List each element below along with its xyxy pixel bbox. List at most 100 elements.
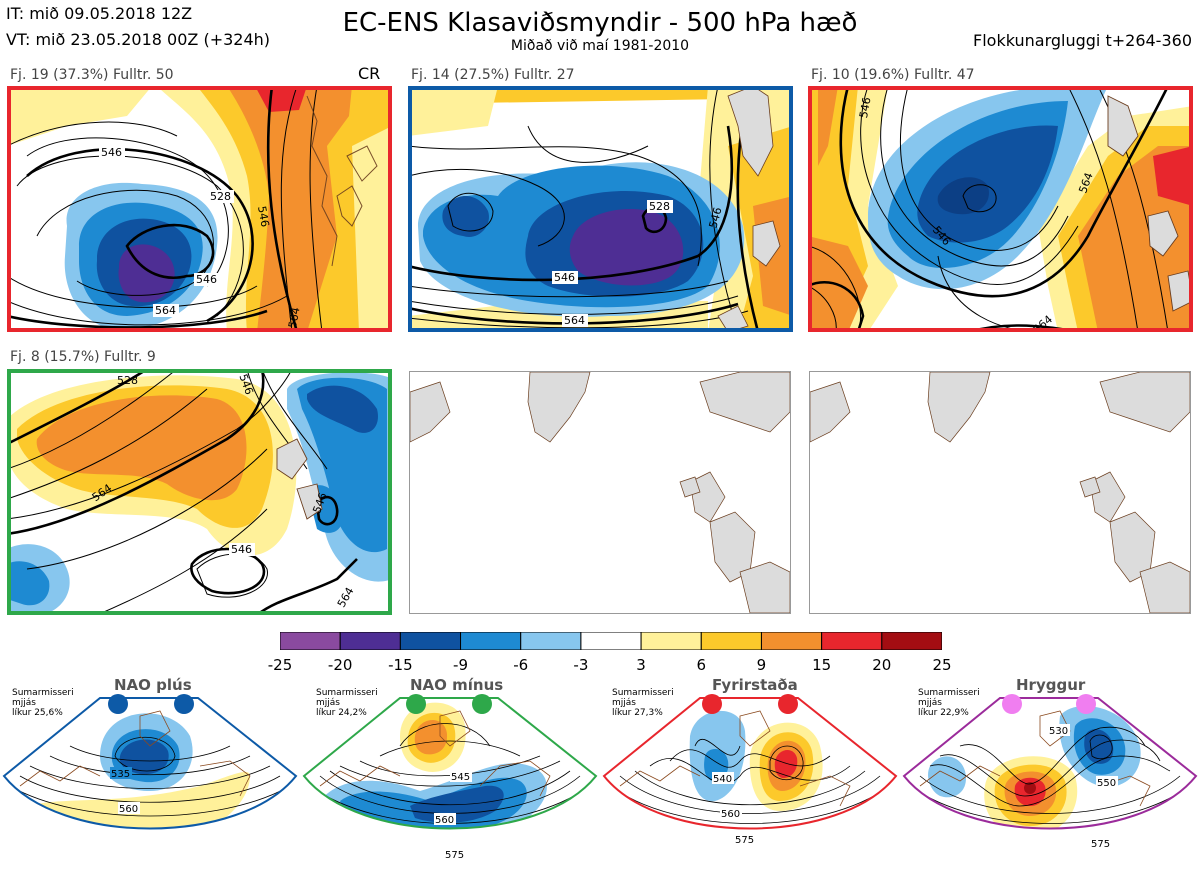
colorbar-swatch [580,631,642,651]
cluster-3-label: Fj. 10 (19.6%) Fulltr. 47 [811,67,975,83]
regime-contour-label: 535 [111,769,130,780]
regime-contour-label: 545 [451,772,470,783]
cluster-4-frame [7,369,392,615]
initial-time: IT: mið 09.05.2018 12Z [6,4,193,23]
regime-contour-label: 530 [1049,726,1068,737]
cluster-3-frame [808,86,1193,332]
page-title: EC-ENS Klasaviðsmyndir - 500 hPa hæð [342,8,858,38]
classification-window: Flokkunargluggi t+264-360 [973,31,1192,50]
cluster-1-frame [7,86,392,332]
empty-cluster-map-5 [409,371,791,614]
regime-marker-dot [174,694,194,714]
valid-time: VT: mið 23.05.2018 00Z (+324h) [6,30,271,49]
regime-contour-label: 575 [445,850,464,861]
regime-map: 530 550 575 [902,694,1198,850]
cluster-1-anomaly-field: 546 528 546 564 564 546 [7,86,392,332]
colorbar-tick-label: 15 [812,656,832,674]
colorbar-tick-label: -15 [388,656,413,674]
colorbar-swatch [520,631,582,651]
regime-nao-plus: NAO plús Sumarmisseri mjjás líkur 25,6% [0,676,300,871]
cluster-2-contour-label: 564 [564,314,585,327]
regime-title: Hryggur [1016,676,1086,694]
cluster-2-map: 528 546 564 546 [408,86,793,332]
regime-note: Sumarmisseri mjjás líkur 22,9% [918,688,980,718]
regime-contour-label: 575 [735,835,754,846]
colorbar-tick-label: -3 [573,656,589,674]
colorbar-swatch [760,631,823,651]
regime-marker-dot [108,694,128,714]
colorbar-tick-label: 25 [932,656,952,674]
regime-outline [2,697,298,830]
colorbar-tick-label: 9 [756,656,767,674]
control-run-marker: CR [358,64,381,83]
regime-contour-label: 560 [119,804,138,815]
cluster-1-contour-label: 546 [196,273,217,286]
regime-outline [602,697,898,830]
cluster-2-anomaly-field: 528 546 564 546 [408,86,793,332]
regime-contour-label: 540 [713,774,732,785]
cluster-4-anomaly-field: 528 564 546 546 546 564 [7,369,392,615]
colorbar-tick-label: 6 [696,656,707,674]
regime-title: Fyrirstaða [712,676,798,694]
regime-marker-dot [1002,694,1022,714]
colorbar-tick-label: -9 [453,656,469,674]
colorbar-tick-label: -25 [267,656,293,674]
regime-contour-label: 575 [1091,839,1110,850]
cluster-2-contour-label: 546 [554,271,575,284]
colorbar-tick-label: -20 [327,656,353,674]
regime-marker-dot [702,694,722,714]
page-subtitle: Miðað við maí 1981-2010 [510,38,690,54]
regime-note: Sumarmisseri mjjás líkur 27,3% [612,688,674,718]
regime-marker-dot [406,694,426,714]
colorbar-tick-label: 20 [872,656,892,674]
colorbar-swatch [700,631,762,651]
cluster-1-contour-label: 528 [210,190,231,203]
colorbar-swatch [821,631,883,651]
cluster-2-contour-label: 546 [707,206,725,230]
cluster-1-contour-label: 564 [286,306,302,329]
colorbar-swatch [881,631,943,651]
regime-contour-label: 550 [1097,778,1116,789]
regime-title: NAO mínus [410,676,504,694]
cluster-4-map: 528 564 546 546 546 564 [7,369,392,615]
colorbar-tick-label: -6 [513,656,529,674]
colorbar-swatch [640,631,702,651]
cluster-2-label: Fj. 14 (27.5%) Fulltr. 27 [411,67,575,83]
regime-marker-dot [472,694,492,714]
cluster-4-contour-label: 528 [117,374,138,387]
colorbar-swatch [339,631,401,651]
regime-map: 540 560 575 [602,694,898,846]
cluster-3-anomaly-field: 546 564 546 564 [808,86,1193,332]
regime-map: 535 560 [2,694,298,830]
background-coastline-map [410,372,790,613]
regime-marker-dot [778,694,798,714]
cluster-2-frame [408,86,793,332]
regime-marker-dot [1076,694,1096,714]
regime-ridge: Hryggur Sumarmisseri mjjás líkur 22,9% [900,676,1200,871]
regime-nao-minus: NAO mínus Sumarmisseri mjjás líkur 24,2% [300,676,600,871]
regime-title: NAO plús [114,676,192,694]
cluster-1-contour-label: 564 [155,304,176,317]
colorbar-tick-label: 3 [636,656,646,674]
colorbar-swatches [279,631,943,651]
cluster-1-contour-label: 546 [255,205,271,228]
regime-contour-label: 560 [721,809,740,820]
regime-contour-label: 560 [435,815,454,826]
regime-outline [902,697,1198,830]
colorbar-tick-labels: -25 -20 -15 -9 -6 -3 3 6 9 15 20 25 [268,656,952,676]
colorbar-swatch [460,631,522,651]
cluster-4-contour-label: 546 [231,543,252,556]
cluster-2-contour-label: 528 [649,200,670,213]
cluster-1-contour-label: 546 [101,146,122,159]
regime-outline [302,697,598,830]
cluster-1-label: Fj. 19 (37.3%) Fulltr. 50 [10,67,174,83]
anomaly-colorbar [279,631,943,651]
colorbar-swatch [279,631,341,651]
cluster-1-map: 546 528 546 564 564 546 [7,86,392,332]
regime-note: Sumarmisseri mjjás líkur 25,6% [12,688,74,718]
empty-cluster-map-6 [809,371,1191,614]
regime-map: 545 560 575 [302,694,598,861]
cluster-3-contour-label: 546 [857,96,873,119]
cluster-3-map: 546 564 546 564 [808,86,1193,332]
background-coastline-map [810,372,1190,613]
